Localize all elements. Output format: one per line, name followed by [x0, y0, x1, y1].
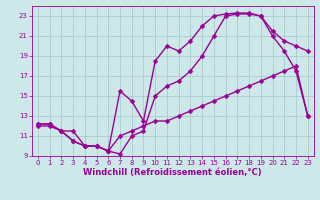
X-axis label: Windchill (Refroidissement éolien,°C): Windchill (Refroidissement éolien,°C) [84, 168, 262, 177]
